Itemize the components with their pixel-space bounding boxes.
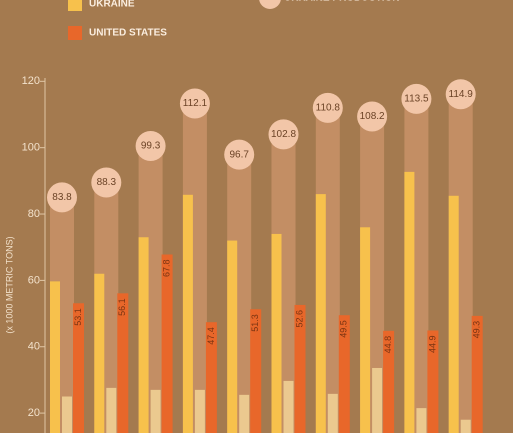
bar	[448, 195, 459, 433]
value-label: 49.5	[339, 320, 349, 338]
bar	[271, 233, 282, 433]
value-bubble	[91, 167, 122, 198]
value-label: 51.3	[250, 314, 260, 332]
value-bubble	[224, 139, 255, 170]
legend-swatch	[259, 0, 281, 9]
value-label: 56.1	[117, 298, 127, 316]
value-label: 114.9	[449, 89, 474, 100]
value-label: 44.9	[427, 335, 437, 353]
bar	[73, 303, 84, 433]
bar	[94, 273, 105, 433]
bar	[239, 394, 250, 433]
bar	[161, 254, 173, 433]
bar	[250, 309, 262, 433]
value-bubble	[312, 92, 343, 123]
bar	[471, 315, 483, 433]
bar	[372, 367, 383, 433]
bar	[194, 389, 205, 433]
bar	[106, 387, 117, 433]
value-label: 99.3	[141, 141, 161, 152]
bar	[338, 315, 350, 433]
value-bubble	[401, 83, 432, 114]
value-label: 47.4	[206, 327, 216, 345]
y-axis-title: (x 1000 METRIC TONS)	[4, 236, 14, 333]
value-label: 112.1	[183, 98, 208, 109]
y-tick-label: 40	[28, 341, 40, 353]
bar	[205, 322, 217, 433]
bar	[294, 304, 306, 433]
value-bubble	[47, 182, 77, 213]
bar	[315, 194, 326, 433]
legend-label: UKRAINE PRODUCTION	[284, 0, 400, 4]
value-label: 102.8	[271, 129, 296, 140]
value-label: 44.8	[383, 336, 393, 354]
value-label: 52.6	[294, 310, 304, 328]
bar	[460, 419, 471, 433]
value-bubble	[445, 79, 476, 110]
bar	[182, 194, 193, 433]
value-bubble	[135, 130, 166, 161]
bar	[50, 281, 60, 433]
value-label: 110.8	[316, 102, 341, 113]
value-bubble	[357, 101, 388, 132]
y-tick-label: 60	[28, 274, 40, 286]
y-tick-label: 80	[28, 208, 40, 220]
bar	[416, 408, 427, 433]
value-label: 53.1	[73, 308, 83, 326]
bar	[404, 171, 415, 433]
legend-swatch	[68, 0, 82, 11]
bar	[283, 380, 294, 433]
value-bubble	[179, 88, 210, 119]
value-label: 113.5	[404, 94, 429, 105]
y-tick-label: 100	[22, 142, 40, 154]
bar	[227, 240, 238, 433]
value-label: 96.7	[229, 149, 249, 160]
bar	[150, 389, 161, 433]
value-label: 49.3	[472, 321, 482, 339]
bar	[327, 393, 338, 433]
value-label: 108.2	[360, 111, 385, 122]
value-label: 67.8	[161, 260, 171, 278]
bar	[117, 293, 129, 433]
value-label: 83.8	[52, 192, 72, 203]
bar	[427, 330, 439, 433]
y-tick-label: 20	[28, 407, 40, 419]
legend-label: UKRAINE	[89, 0, 135, 10]
bar	[360, 227, 371, 433]
legend-label: UNITED STATES	[89, 28, 167, 39]
bar	[62, 396, 72, 433]
value-label: 88.3	[97, 177, 117, 188]
legend-swatch	[68, 26, 82, 40]
y-tick-label: 120	[22, 75, 40, 87]
bar	[138, 237, 149, 433]
bar	[383, 330, 395, 433]
value-bubble	[268, 119, 299, 150]
